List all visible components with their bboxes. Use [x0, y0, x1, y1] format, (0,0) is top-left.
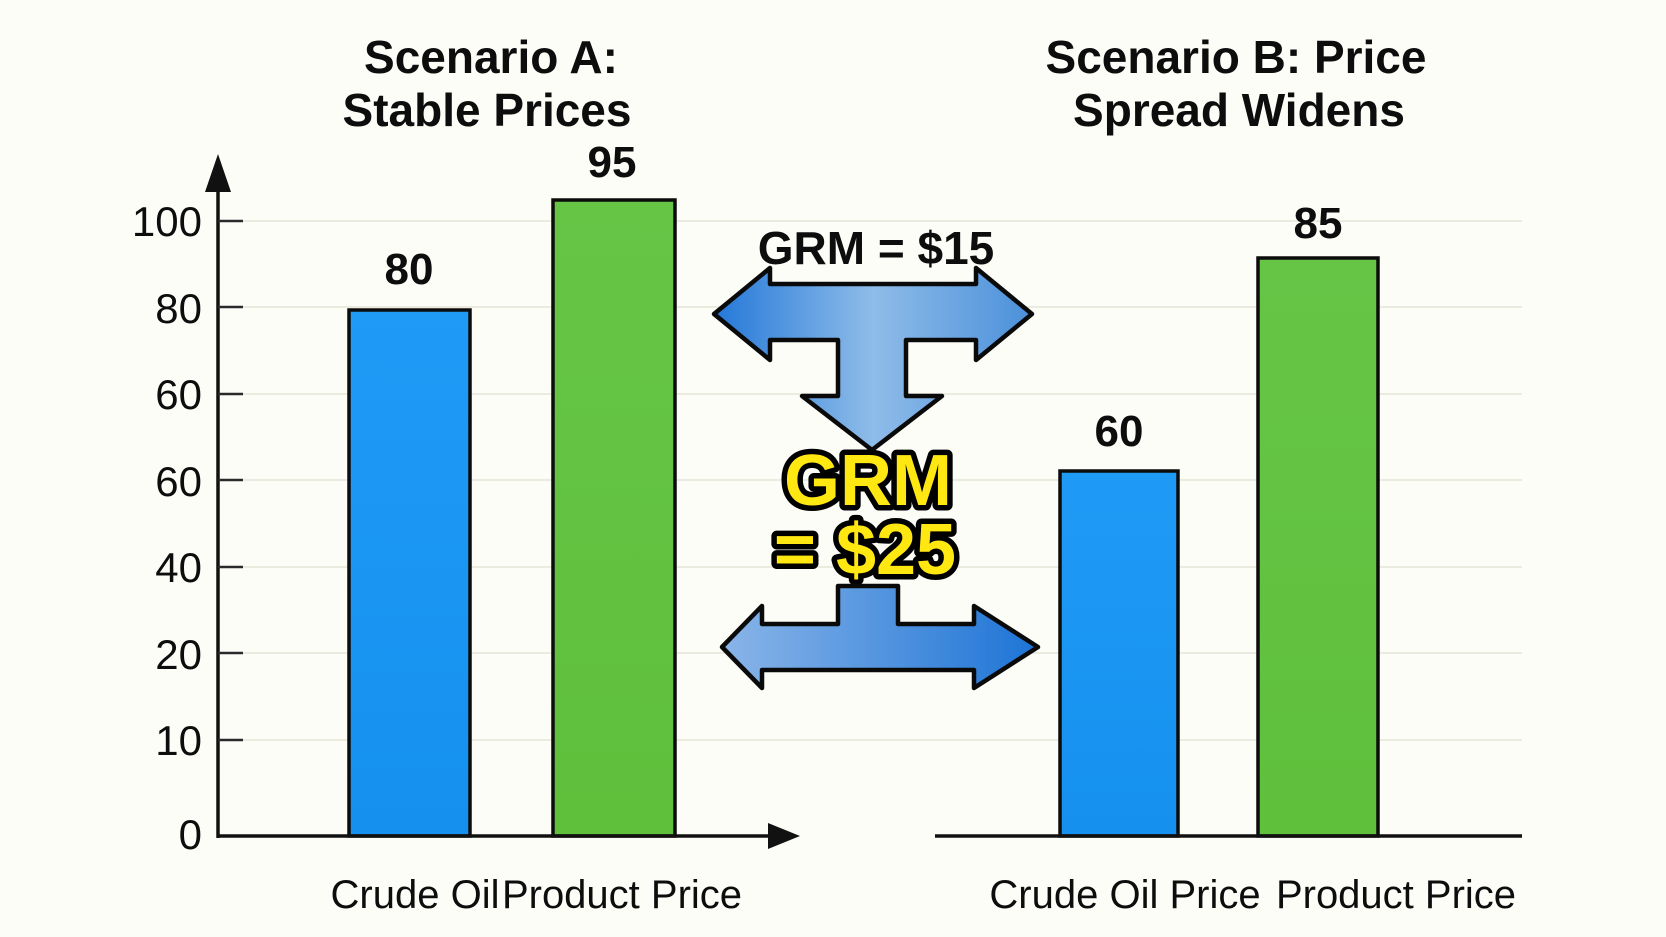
grm-double-arrow-with-up-stem	[719, 583, 1041, 691]
y-tick-label-7: 0	[179, 811, 202, 858]
x-category-label-b-product: Product Price	[1276, 873, 1516, 917]
x-category-label-a-product: Product Price	[502, 873, 742, 917]
y-tick-label-3: 60	[155, 458, 202, 505]
bar-scenario-a-crude-oil	[347, 308, 472, 838]
y-axis-tick-labels: 100 80 60 60 40 20 10 0	[132, 198, 202, 858]
left-chart-title-line2: Stable Prices	[343, 84, 632, 136]
y-axis-arrowhead	[205, 154, 231, 192]
x-axis-arrowhead	[768, 823, 800, 849]
bar-value-label-a-crude: 80	[385, 245, 434, 294]
y-tick-label-1: 80	[155, 285, 202, 332]
y-tick-label-4: 40	[155, 544, 202, 591]
right-chart-title-line2: Spread Widens	[1073, 84, 1405, 136]
bar-scenario-a-product-price	[551, 198, 677, 838]
bar-value-label-a-product: 95	[588, 138, 637, 187]
y-tick-label-0: 100	[132, 198, 202, 245]
grm-15-label: GRM = $15	[758, 222, 995, 274]
bar-scenario-b-crude-oil	[1058, 469, 1180, 838]
grm-25-label-line2: = $25	[774, 510, 956, 590]
right-chart-title-line1: Scenario B: Price	[1046, 31, 1427, 83]
bar-scenario-b-product-price	[1256, 256, 1380, 838]
grm-double-arrow-with-down-stem	[711, 265, 1035, 453]
y-tick-label-6: 10	[155, 717, 202, 764]
left-chart-title-line1: Scenario A:	[364, 31, 618, 83]
grm-25-label-line1: GRM	[784, 441, 952, 521]
bar-value-label-b-product: 85	[1294, 199, 1343, 248]
x-category-label-a-crude: Crude Oil	[331, 873, 500, 917]
x-category-label-b-crude: Crude Oil Price	[989, 873, 1260, 917]
y-tick-label-2: 60	[155, 371, 202, 418]
y-tick-label-5: 20	[155, 631, 202, 678]
y-axis	[205, 154, 243, 838]
x-axis-left	[218, 823, 800, 849]
bar-value-label-b-crude: 60	[1095, 407, 1144, 456]
